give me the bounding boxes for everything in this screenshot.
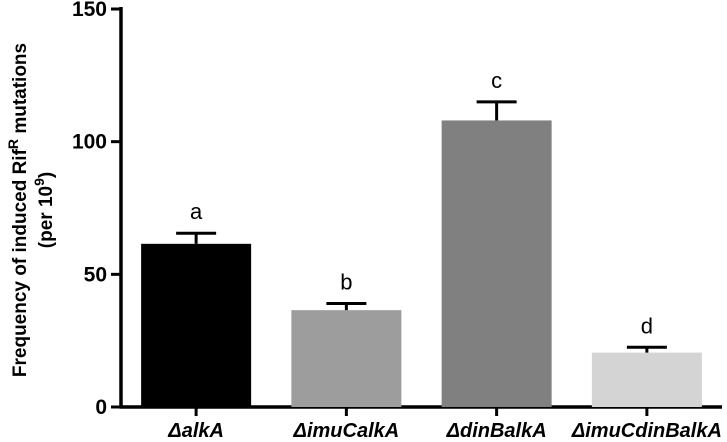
significance-label: c	[491, 68, 502, 93]
y-axis-label: Frequency of induced RifR mutations	[5, 43, 31, 377]
y-tick-label: 100	[72, 131, 107, 154]
significance-label: a	[190, 199, 203, 224]
bar	[441, 120, 552, 407]
y-tick-label: 150	[72, 0, 107, 21]
y-tick-label: 0	[95, 396, 107, 419]
significance-label: d	[641, 313, 653, 338]
x-tick-label: ΔimuCalkA	[293, 420, 400, 442]
x-tick-label: ΔdinBalkA	[446, 420, 547, 442]
y-axis-label-tail: mutations	[10, 43, 31, 139]
x-tick-label: ΔalkA	[167, 420, 224, 442]
plot-area: 0 50 100 150 a ΔalkA b ΔimuCalkA c ΔdinBalkA d Δimu…	[72, 0, 722, 442]
y-axis-units-tail: )	[36, 172, 57, 178]
bar	[591, 352, 702, 407]
x-tick-label: ΔimuCdinBalkA	[571, 420, 722, 442]
significance-label: b	[340, 270, 352, 295]
y-axis-label-superscript: R	[5, 139, 21, 149]
y-axis-label-text: Frequency of induced Rif	[10, 148, 31, 377]
y-axis-units-text: (per 10	[36, 186, 57, 248]
bar	[291, 310, 402, 407]
y-axis-label-units: (per 109)	[31, 172, 57, 248]
y-axis-units-superscript: 9	[31, 178, 47, 186]
bar	[141, 243, 252, 407]
y-tick-label: 50	[84, 263, 107, 286]
